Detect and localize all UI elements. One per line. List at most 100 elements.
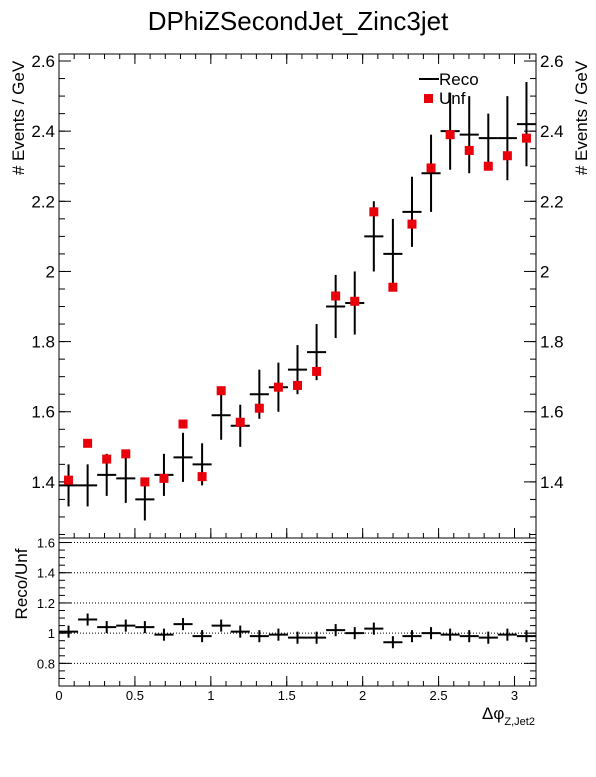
ratio-point xyxy=(364,622,384,635)
ratio-point xyxy=(116,619,136,632)
unf-point xyxy=(216,386,226,396)
unf-point xyxy=(350,296,360,306)
unf-point xyxy=(197,472,207,482)
unf-point xyxy=(369,207,379,217)
reco-series xyxy=(58,82,537,521)
ratio-point xyxy=(230,625,250,638)
reco-point xyxy=(116,453,136,503)
unf-point xyxy=(388,282,398,292)
ratio-point xyxy=(97,621,117,634)
top-y-tick-label-right: 1.8 xyxy=(540,333,564,352)
ratio-point xyxy=(307,631,327,644)
ratio-point xyxy=(421,627,441,640)
ratio-point xyxy=(478,631,498,644)
unf-point xyxy=(178,419,188,429)
x-tick-label: 2.5 xyxy=(430,688,448,703)
x-tick-label: 0 xyxy=(55,688,62,703)
top-y-tick-label: 2 xyxy=(46,262,55,281)
unf-point xyxy=(140,477,150,487)
top-y-tick-label-right: 1.6 xyxy=(540,403,564,422)
top-y-tick-label-right: 1.4 xyxy=(540,473,564,492)
x-axis-label-main: Δφ xyxy=(482,704,504,723)
ratio-point xyxy=(459,630,479,643)
x-axis-label: ΔφZ,Jet2 xyxy=(482,704,535,728)
ratio-point xyxy=(402,630,422,643)
unf-point xyxy=(293,380,302,390)
ratio-point xyxy=(326,624,346,637)
reco-point xyxy=(421,134,441,212)
legend-reco-label: Reco xyxy=(439,70,479,89)
chart-title: DPhiZSecondJet_Zinc3jet xyxy=(148,6,449,36)
reco-point xyxy=(58,464,79,507)
ratio-point xyxy=(268,628,288,641)
top-y-tick-label-right: 2.2 xyxy=(540,192,564,211)
ratio-point xyxy=(173,618,193,631)
top-y-tick-label: 1.6 xyxy=(31,403,55,422)
unf-point xyxy=(64,475,74,485)
ratio-y-tick-label: 0.8 xyxy=(37,656,55,671)
ratio-point xyxy=(497,628,517,641)
top-y-tick-label: 2.4 xyxy=(31,122,55,141)
ratio-plot-frame xyxy=(58,537,537,687)
unf-point xyxy=(426,163,436,173)
x-axis-label-sub: Z,Jet2 xyxy=(504,716,535,728)
unf-point xyxy=(331,291,341,301)
unf-point xyxy=(254,403,264,413)
top-axis-ticks: 1.4 1.4 1.6 1.6 1.8 1.8 2 2 2.2 2.2 2.4 2.4 2.6 2.6 xyxy=(31,52,564,535)
unf-point xyxy=(102,454,112,464)
top-y-axis-label-left: # Events / GeV xyxy=(9,60,28,175)
top-y-tick-label: 2.2 xyxy=(31,192,55,211)
unf-point xyxy=(159,473,169,483)
reco-point xyxy=(497,96,517,181)
ratio-y-tick-label: 1.6 xyxy=(37,536,55,551)
unf-point xyxy=(483,161,493,171)
top-y-tick-label: 1.4 xyxy=(31,473,55,492)
ratio-point xyxy=(192,630,212,643)
unf-point xyxy=(445,130,455,140)
legend-unf-marker xyxy=(424,94,433,103)
x-tick-label: 1 xyxy=(207,688,214,703)
top-y-tick-label: 1.8 xyxy=(31,333,55,352)
unf-series xyxy=(64,130,531,487)
ratio-point xyxy=(58,625,79,638)
reco-point xyxy=(459,96,479,174)
legend: Reco Unf xyxy=(419,70,479,108)
ratio-point xyxy=(78,613,98,626)
ratio-point xyxy=(135,621,155,634)
top-y-tick-label-right: 2 xyxy=(540,262,549,281)
unf-point xyxy=(521,133,531,143)
top-plot-frame xyxy=(58,53,537,539)
reco-point xyxy=(516,82,537,167)
top-y-tick-label-right: 2.4 xyxy=(540,122,564,141)
ratio-point xyxy=(516,630,537,643)
ratio-point xyxy=(154,628,174,641)
legend-unf-label: Unf xyxy=(439,89,466,108)
x-tick-label: 3 xyxy=(511,688,518,703)
reco-point xyxy=(478,113,498,163)
unf-point xyxy=(464,145,474,155)
x-tick-label: 1.5 xyxy=(278,688,296,703)
ratio-y-tick-label: 1.2 xyxy=(37,596,55,611)
ratio-point xyxy=(383,636,403,649)
unf-point xyxy=(273,382,283,392)
top-y-tick-label: 2.6 xyxy=(31,52,55,71)
unf-point xyxy=(407,219,417,229)
unf-point xyxy=(121,449,131,459)
top-y-axis-label-right: # Events / GeV xyxy=(572,60,591,175)
reco-point xyxy=(78,464,98,507)
top-y-tick-label-right: 2.6 xyxy=(540,52,564,71)
ratio-point xyxy=(287,631,308,644)
ratio-grid xyxy=(59,542,536,664)
unf-point xyxy=(312,366,322,376)
unf-point xyxy=(83,438,93,448)
ratio-series xyxy=(58,613,537,649)
ratio-y-tick-label: 1 xyxy=(48,626,55,641)
reco-point xyxy=(402,176,422,247)
ratio-point xyxy=(211,619,231,632)
unf-point xyxy=(502,151,512,161)
reco-point xyxy=(383,218,403,289)
ratio-point xyxy=(440,628,460,641)
ratio-point xyxy=(249,630,269,643)
